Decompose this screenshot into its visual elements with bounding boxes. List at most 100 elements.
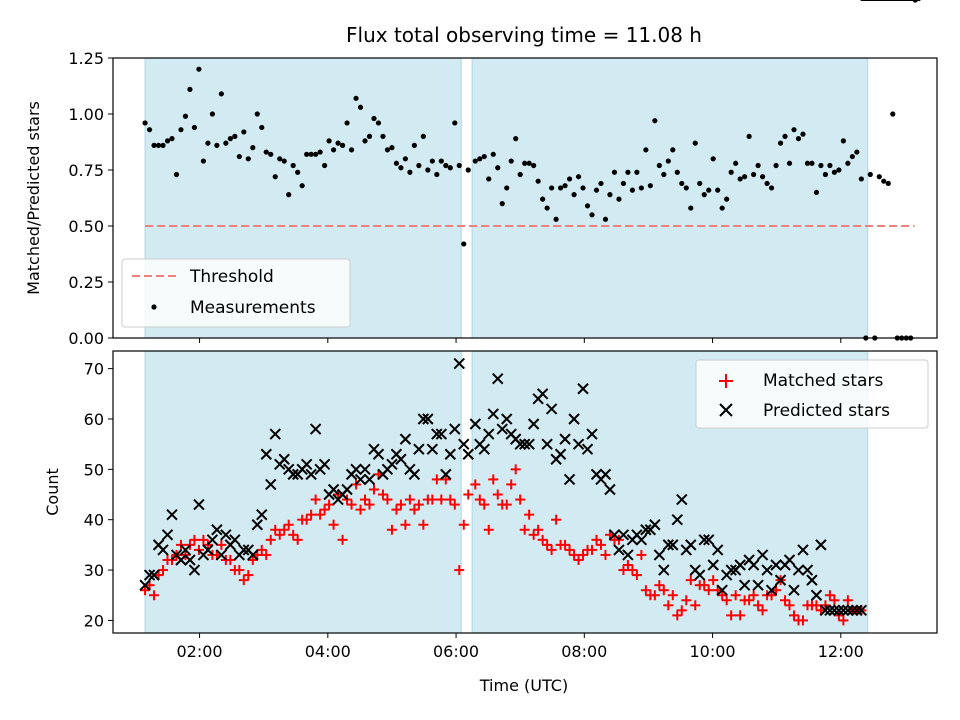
top-axes-frame	[112, 57, 938, 339]
predicted-star-point	[287, 468, 299, 481]
matched-star-point	[842, 595, 853, 606]
matched-star-point	[631, 570, 642, 581]
predicted-star-point	[810, 589, 823, 601]
measurement-point	[836, 167, 842, 173]
matched-star-point	[319, 504, 330, 515]
measurement-point	[553, 216, 559, 222]
matched-star-point	[310, 494, 321, 505]
predicted-star-point	[761, 564, 773, 576]
matched-star-point	[824, 590, 835, 601]
measurement-point	[854, 149, 860, 155]
predicted-star-point	[269, 428, 281, 440]
legend-matched-label: Matched stars	[763, 371, 883, 391]
measurement-point	[697, 180, 703, 187]
measurement-point	[885, 180, 891, 187]
measurement-point	[317, 149, 323, 155]
matched-star-point	[703, 585, 714, 596]
matched-star-point	[140, 585, 151, 596]
matched-star-point	[573, 554, 584, 565]
bottom-axes-frame	[112, 350, 938, 634]
measurement-point	[522, 160, 528, 166]
predicted-star-point	[305, 468, 317, 481]
measurement-point	[241, 129, 247, 135]
matched-star-point	[377, 489, 388, 500]
predicted-star-point	[572, 438, 585, 450]
matched-star-point	[789, 610, 800, 621]
predicted-star-point	[148, 569, 160, 581]
predicted-star-point	[300, 458, 313, 471]
predicted-star-point	[640, 524, 652, 536]
measurement-point	[477, 156, 483, 162]
predicted-star-point	[752, 579, 764, 591]
measurement-point	[380, 133, 386, 139]
measurement-point	[429, 158, 435, 164]
predicted-star-point	[734, 559, 746, 571]
predicted-star-point	[676, 493, 688, 506]
measurement-point	[611, 169, 618, 175]
measurement-point	[845, 160, 851, 166]
x-tick-label: 10:00	[690, 642, 736, 661]
measurement-point	[326, 138, 332, 144]
measurement-point	[348, 147, 355, 153]
measurement-point	[465, 167, 471, 173]
matched-star-point	[355, 504, 366, 515]
measurement-point	[322, 162, 328, 169]
measurement-point	[353, 95, 359, 101]
measurement-point	[818, 162, 824, 169]
matched-star-point	[780, 595, 791, 606]
matched-star-point	[198, 534, 209, 545]
predicted-star-point	[206, 534, 219, 546]
measurement-point	[575, 174, 582, 180]
matched-star-point	[578, 549, 589, 560]
predicted-star-point	[792, 564, 805, 576]
predicted-star-point	[143, 569, 156, 581]
predicted-star-point	[747, 559, 760, 571]
predicted-star-point	[220, 529, 232, 541]
measurement-point	[625, 169, 631, 175]
top-legend: Threshold Measurements	[121, 258, 351, 328]
predicted-star-point	[541, 438, 553, 450]
predicted-star-point	[622, 549, 634, 561]
predicted-star-point	[581, 443, 594, 455]
matched-star-point	[784, 600, 795, 611]
matched-star-point	[681, 595, 692, 606]
matched-star-point	[524, 509, 535, 520]
measurement-point	[191, 124, 198, 131]
measurement-point	[544, 205, 550, 211]
predicted-star-point	[422, 413, 434, 425]
measurement-point	[472, 158, 478, 164]
measurement-point	[495, 165, 501, 171]
matched-star-point	[189, 534, 200, 545]
measurement-point	[142, 120, 148, 126]
predicted-star-point	[608, 529, 621, 541]
matched-star-point	[560, 539, 571, 550]
measurement-point	[742, 174, 748, 180]
matched-star-point	[458, 519, 469, 530]
bottom-legend-box	[695, 359, 929, 429]
matched-star-point	[360, 494, 371, 505]
matched-star-point	[288, 529, 299, 540]
measurement-point	[634, 169, 640, 175]
measurement-point	[308, 151, 314, 157]
predicted-star-point	[166, 508, 178, 521]
matched-star-point	[506, 479, 517, 490]
top-ytick-label: 1.25	[68, 49, 104, 68]
matched-star-point	[279, 524, 290, 535]
predicted-star-point	[662, 539, 675, 551]
x-tick-label: 02:00	[177, 642, 223, 661]
bottom-ytick-label: 50	[84, 460, 104, 479]
predicted-star-point	[815, 539, 827, 551]
predicted-star-point	[478, 443, 490, 455]
measurement-point	[755, 162, 761, 169]
measurement-point	[786, 160, 793, 166]
predicted-star-point	[801, 564, 814, 576]
predicted-star-point	[842, 604, 854, 617]
predicted-star-point	[395, 453, 407, 465]
matched-star-point	[569, 549, 580, 560]
predicted-star-point	[824, 604, 836, 617]
predicted-star-point	[399, 433, 412, 445]
predicted-star-point	[617, 529, 630, 541]
measurement-point	[245, 156, 251, 162]
matched-star-point	[400, 519, 411, 530]
matched-star-point	[519, 524, 530, 535]
